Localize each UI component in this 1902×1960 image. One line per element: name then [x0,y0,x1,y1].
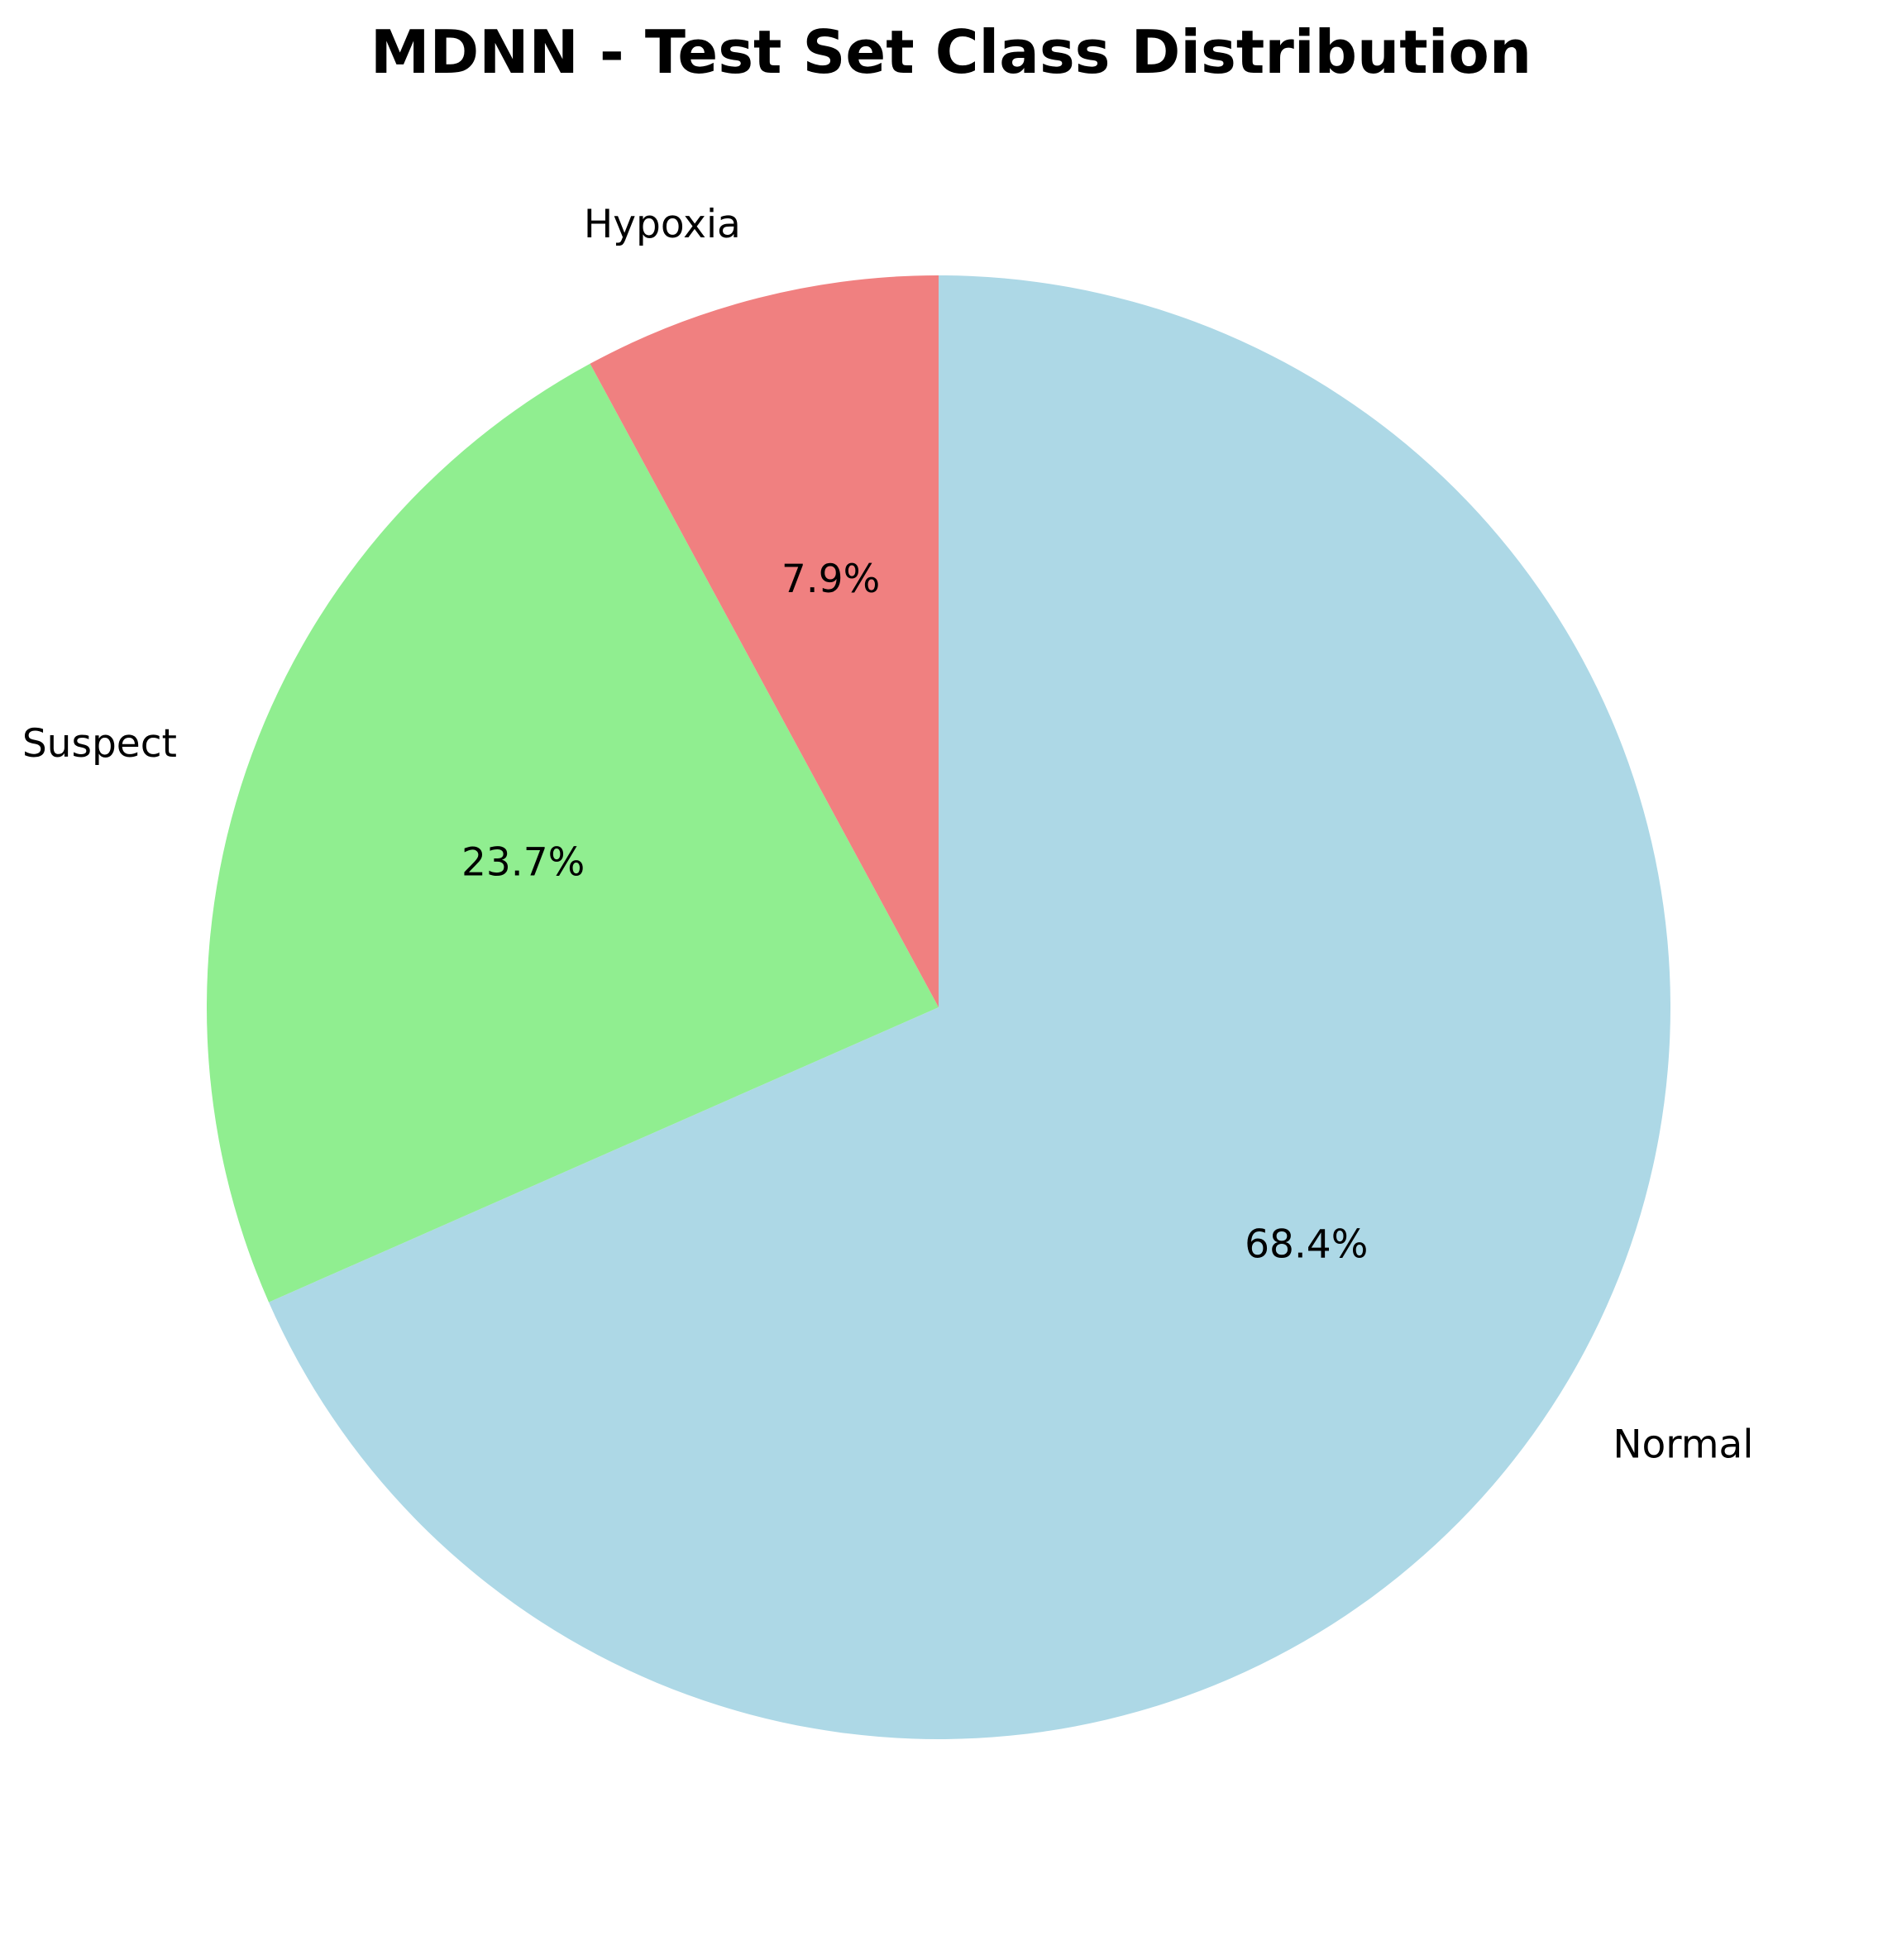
pie-slices [207,275,1670,1739]
slice-percent-normal: 68.4% [1245,1222,1368,1268]
pie-slice-suspect [207,363,939,1303]
slice-label-suspect: Suspect [22,721,177,767]
pie-labels: Normal 68.4% Suspect 23.7% Hypoxia 7.9% [22,202,1754,1468]
chart-title: MDNN - Test Set Class Distribution [370,17,1532,87]
slice-label-hypoxia: Hypoxia [584,202,741,247]
slice-percent-hypoxia: 7.9% [781,557,880,602]
pie-slice-hypoxia [590,275,939,1007]
pie-slice-normal [269,275,1670,1739]
slice-label-normal: Normal [1613,1422,1753,1467]
slice-percent-suspect: 23.7% [461,839,585,885]
